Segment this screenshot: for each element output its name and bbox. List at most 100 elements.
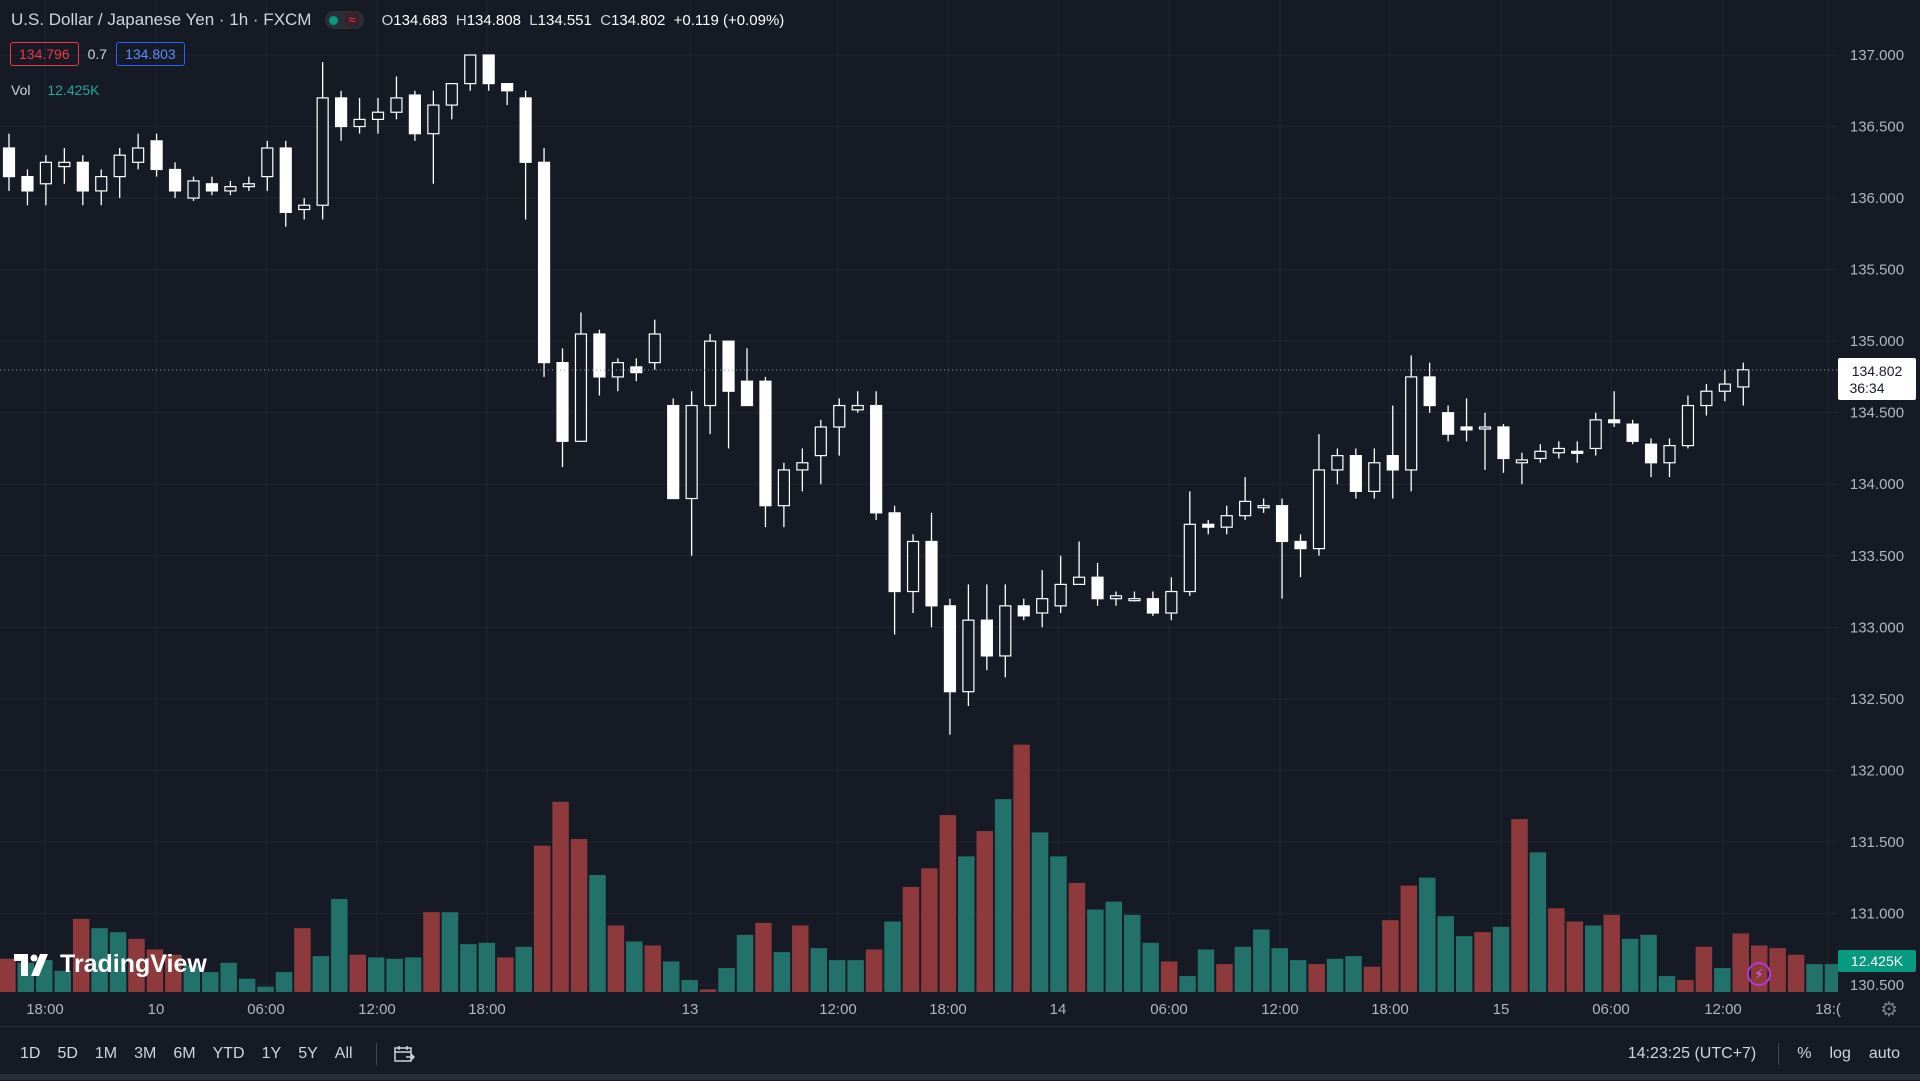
candle-up[interactable] xyxy=(1072,576,1086,585)
candle-up[interactable] xyxy=(796,462,809,471)
range-5d[interactable]: 5D xyxy=(57,1045,78,1062)
candle-up[interactable] xyxy=(648,333,661,364)
log-toggle[interactable]: log xyxy=(1829,1045,1851,1062)
auto-toggle[interactable]: auto xyxy=(1868,1045,1900,1062)
candle-up[interactable] xyxy=(1036,598,1049,614)
candle-up[interactable] xyxy=(851,404,864,411)
buy-button[interactable]: 134.803 xyxy=(116,42,185,66)
candle-up[interactable] xyxy=(1109,595,1123,600)
candle-down[interactable] xyxy=(888,512,901,593)
lightning-icon[interactable]: ⚡ xyxy=(1747,962,1771,986)
candle-down[interactable] xyxy=(150,140,163,171)
candle-down[interactable] xyxy=(943,605,957,693)
candle-up[interactable] xyxy=(611,362,624,378)
candle-down[interactable] xyxy=(980,619,993,657)
candle-up[interactable] xyxy=(703,340,717,407)
candle-down[interactable] xyxy=(740,380,754,407)
candle-down[interactable] xyxy=(2,147,16,178)
candle-down[interactable] xyxy=(1608,419,1621,424)
percent-toggle[interactable]: % xyxy=(1797,1045,1812,1062)
candle-down[interactable] xyxy=(1644,443,1658,464)
price-chart[interactable] xyxy=(0,0,1838,992)
candle-down[interactable] xyxy=(1146,598,1160,614)
candle-up[interactable] xyxy=(574,333,588,442)
time-axis[interactable]: 18:00 10 06:00 12:00 18:00 13 12:00 18:00 14 06:0… xyxy=(0,992,1920,1026)
candle-down[interactable] xyxy=(205,183,219,192)
candle-down[interactable] xyxy=(335,97,348,128)
candle-up[interactable] xyxy=(132,147,145,163)
candle-down[interactable] xyxy=(21,176,34,192)
candle-down[interactable] xyxy=(1626,423,1639,442)
candle-down[interactable] xyxy=(537,161,551,364)
candle-down[interactable] xyxy=(1017,605,1030,617)
candle-down[interactable] xyxy=(870,404,883,514)
candle-up[interactable] xyxy=(685,404,698,500)
candle-up[interactable] xyxy=(224,186,237,192)
candle-down[interactable] xyxy=(1202,523,1215,528)
candle-up[interactable] xyxy=(1239,500,1252,517)
candle-down[interactable] xyxy=(1423,376,1436,407)
candle-up[interactable] xyxy=(962,619,975,693)
candle-up[interactable] xyxy=(1534,450,1547,460)
range-5y[interactable]: 5Y xyxy=(298,1045,318,1062)
range-all[interactable]: All xyxy=(334,1045,353,1062)
range-3m[interactable]: 3M xyxy=(134,1045,157,1062)
range-6m[interactable]: 6M xyxy=(173,1045,196,1062)
candle-down[interactable] xyxy=(1460,426,1473,431)
candle-up[interactable] xyxy=(1737,369,1750,388)
candle-down[interactable] xyxy=(1275,505,1289,543)
candle-up[interactable] xyxy=(777,469,791,507)
candle-up[interactable] xyxy=(39,161,53,185)
candle-down[interactable] xyxy=(1091,576,1104,600)
candle-down[interactable] xyxy=(1571,450,1584,454)
candle-up[interactable] xyxy=(371,111,385,120)
candle-up[interactable] xyxy=(1589,419,1602,450)
candle-up[interactable] xyxy=(390,97,403,113)
candle-up[interactable] xyxy=(1054,583,1067,607)
candle-up[interactable] xyxy=(906,540,920,593)
candle-up[interactable] xyxy=(814,426,827,457)
candle-down[interactable] xyxy=(667,404,680,500)
candle-down[interactable] xyxy=(501,83,514,92)
candle-up[interactable] xyxy=(1405,376,1418,471)
candle-up[interactable] xyxy=(58,161,71,168)
candle-up[interactable] xyxy=(261,147,274,178)
range-1d[interactable]: 1D xyxy=(20,1045,41,1062)
candle-up[interactable] xyxy=(1681,404,1695,447)
candle-down[interactable] xyxy=(1497,426,1510,460)
candle-down[interactable] xyxy=(76,161,89,192)
candle-up[interactable] xyxy=(464,54,477,85)
tradingview-logo[interactable]: TradingView xyxy=(14,950,207,979)
candle-down[interactable] xyxy=(482,54,495,85)
market-status-badge[interactable]: ≈ xyxy=(325,11,364,29)
candle-down[interactable] xyxy=(279,147,292,213)
candle-up[interactable] xyxy=(1368,462,1381,492)
candle-up[interactable] xyxy=(1257,505,1270,509)
candle-up[interactable] xyxy=(1663,445,1676,464)
candle-up[interactable] xyxy=(1700,390,1713,407)
range-1y[interactable]: 1Y xyxy=(261,1045,282,1062)
candle-down[interactable] xyxy=(556,362,569,442)
candle-up[interactable] xyxy=(1128,598,1141,602)
candle-down[interactable] xyxy=(1441,412,1455,435)
sell-button[interactable]: 134.796 xyxy=(10,42,79,66)
go-to-date-icon[interactable] xyxy=(393,1045,415,1063)
candle-up[interactable] xyxy=(95,176,108,192)
symbol-title[interactable]: U.S. Dollar / Japanese Yen · 1h · FXCM xyxy=(11,10,312,29)
candle-up[interactable] xyxy=(316,97,329,206)
clock-timezone[interactable]: 14:23:25 (UTC+7) xyxy=(1627,1045,1757,1062)
volume-label[interactable]: Vol xyxy=(11,82,31,98)
price-scale[interactable]: 137.000 136.500 136.000 135.500 135.000 134.5… xyxy=(1838,0,1920,992)
candle-up[interactable] xyxy=(1183,523,1196,593)
candle-down[interactable] xyxy=(1349,455,1362,492)
candle-up[interactable] xyxy=(242,183,255,188)
candle-up[interactable] xyxy=(1552,447,1565,454)
candle-up[interactable] xyxy=(353,118,366,128)
candle-down[interactable] xyxy=(408,94,421,135)
candle-down[interactable] xyxy=(925,540,938,607)
candle-up[interactable] xyxy=(1515,459,1529,464)
candle-down[interactable] xyxy=(519,97,532,163)
candle-down[interactable] xyxy=(1294,540,1307,550)
candle-up[interactable] xyxy=(1312,469,1326,550)
candle-up[interactable] xyxy=(298,204,311,211)
